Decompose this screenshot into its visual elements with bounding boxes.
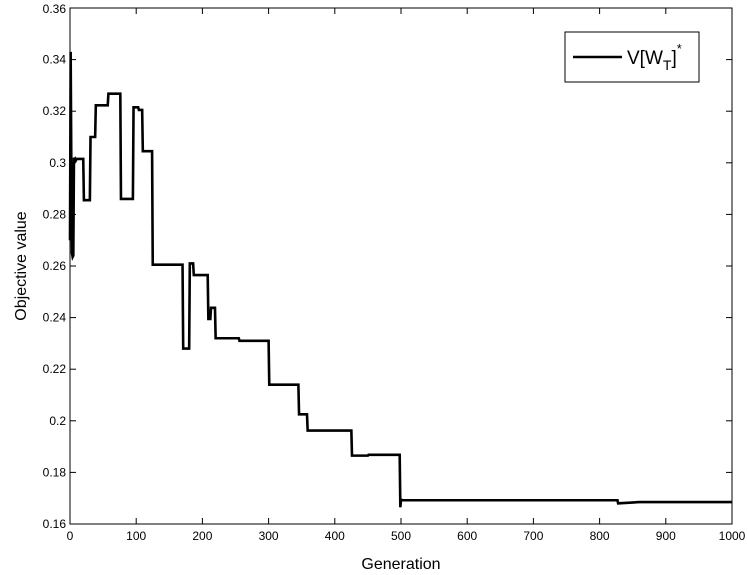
x-axis-ticks: 0 100 200 300 400 500 600 700 800 900 1000 — [67, 8, 746, 543]
y-axis-label: Objective value — [13, 211, 30, 320]
y-tick-label: 0.16 — [43, 517, 67, 531]
x-tick-label: 200 — [192, 529, 212, 543]
y-tick-label: 0.28 — [43, 207, 67, 221]
x-tick-label: 1000 — [719, 529, 746, 543]
y-tick-label: 0.24 — [43, 311, 67, 325]
legend-label-close: ] — [671, 48, 676, 69]
y-tick-label: 0.2 — [49, 414, 66, 428]
x-tick-label: 0 — [67, 529, 74, 543]
x-tick-label: 500 — [391, 529, 411, 543]
x-tick-label: 900 — [656, 529, 676, 543]
y-tick-label: 0.26 — [43, 259, 67, 273]
y-tick-label: 0.22 — [43, 362, 67, 376]
legend-label: V[WT]* — [627, 41, 682, 73]
y-axis-ticks: 0.16 0.18 0.2 0.22 0.24 0.26 0.28 0.3 0.32 0.34 0.… — [43, 2, 732, 531]
x-tick-label: 800 — [590, 529, 610, 543]
y-tick-label: 0.18 — [43, 465, 67, 479]
y-tick-label: 0.34 — [43, 53, 67, 67]
x-axis-label: Generation — [361, 556, 440, 573]
x-tick-label: 600 — [457, 529, 477, 543]
y-tick-label: 0.36 — [43, 2, 67, 16]
x-tick-label: 100 — [126, 529, 146, 543]
legend-label-superscript: * — [677, 41, 682, 56]
y-tick-label: 0.3 — [49, 156, 66, 170]
legend-label-base: V[W — [627, 48, 663, 69]
x-tick-label: 300 — [259, 529, 279, 543]
y-tick-label: 0.32 — [43, 104, 67, 118]
series-line — [68, 51, 732, 508]
x-tick-label: 400 — [325, 529, 345, 543]
legend-label-subscript: T — [663, 57, 672, 73]
legend: V[WT]* — [564, 31, 700, 83]
x-tick-label: 700 — [523, 529, 543, 543]
